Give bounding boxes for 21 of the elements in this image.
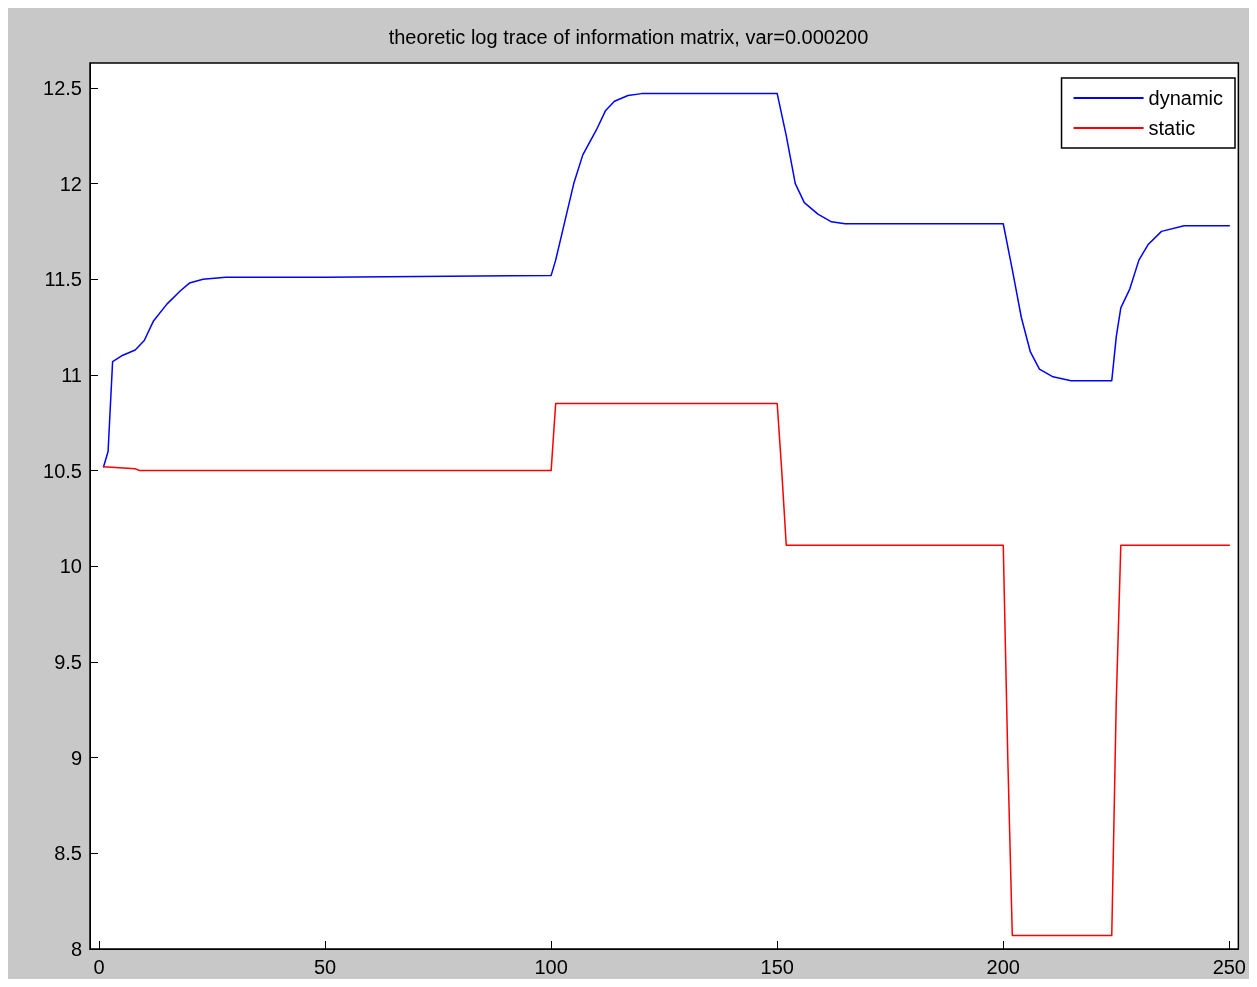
chart-title: theoretic log trace of information matrix, var=0.000200: [388, 26, 869, 48]
legend-label: dynamic: [1148, 87, 1224, 109]
y-tick-label: 10.5: [43, 459, 82, 482]
line-series: [102, 402, 1231, 937]
x-tick-label: 100: [534, 956, 568, 978]
y-tick-label: 11.5: [44, 268, 82, 291]
y-tick-label: 9.5: [54, 650, 82, 673]
y-tick-label: 8.5: [54, 842, 82, 865]
x-tick-label: 150: [760, 956, 794, 978]
y-tick-label: 11: [61, 363, 82, 386]
x-tick-label: 250: [1212, 956, 1246, 978]
x-tick-label: 50: [313, 956, 337, 978]
line-series: [102, 92, 1231, 468]
x-tick-label: 200: [986, 956, 1020, 978]
y-tick-label: 8: [70, 938, 82, 960]
y-tick-label: 9: [70, 746, 82, 769]
legend-label: static: [1148, 117, 1196, 139]
x-tick-label: 0: [93, 956, 105, 978]
y-tick-label: 10: [59, 555, 82, 578]
y-tick-label: 12.5: [43, 76, 82, 99]
y-tick-label: 12: [59, 172, 82, 195]
